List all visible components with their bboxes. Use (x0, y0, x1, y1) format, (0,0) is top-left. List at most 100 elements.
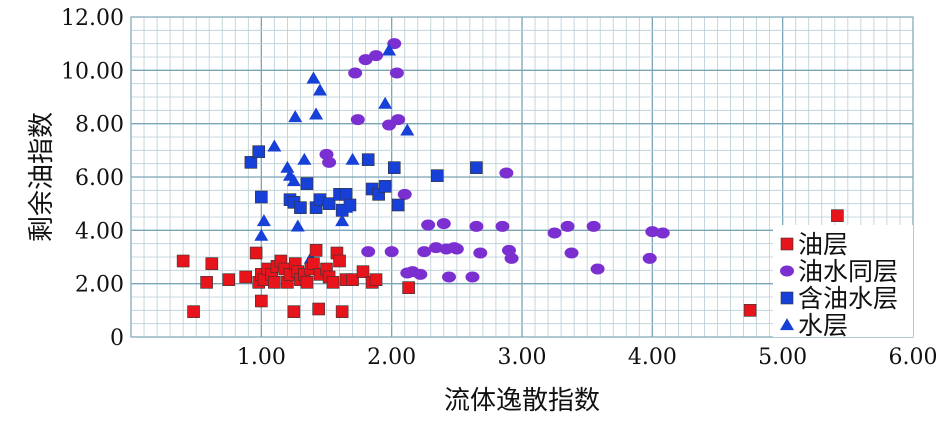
data-point (382, 43, 397, 56)
data-point (645, 226, 660, 238)
data-point (449, 243, 464, 255)
y-tick-label: 8.00 (75, 113, 124, 138)
legend-label: 水层 (798, 311, 848, 340)
data-point (369, 273, 383, 286)
data-point (400, 123, 415, 136)
data-point (442, 271, 457, 283)
data-point (469, 220, 484, 232)
data-point (312, 302, 325, 316)
data-point (417, 246, 432, 258)
data-point (176, 254, 190, 268)
x-tick-label: 4.00 (628, 345, 677, 370)
data-point (413, 268, 428, 280)
data-point (470, 161, 483, 174)
y-axis-title: 剩余油指数 (27, 112, 57, 242)
data-point (322, 197, 336, 210)
data-point (430, 169, 444, 182)
data-point (428, 242, 443, 254)
legend-label: 含油水层 (798, 284, 898, 313)
grid-lines (131, 17, 913, 337)
data-point (290, 219, 305, 232)
data-point (268, 276, 281, 289)
data-point (387, 38, 402, 50)
data-point (307, 257, 320, 270)
data-points (176, 38, 844, 318)
legend-marker (780, 237, 794, 251)
data-point (339, 188, 353, 201)
data-point (346, 273, 359, 286)
data-point (312, 83, 327, 96)
data-point (831, 209, 844, 222)
data-point (333, 254, 346, 268)
y-tick-label: 6.00 (75, 166, 124, 191)
data-point (249, 246, 263, 260)
y-tick-label: 0 (110, 326, 124, 351)
data-point (499, 167, 514, 179)
data-point (391, 198, 405, 212)
x-tick-label: 3.00 (498, 345, 547, 370)
data-point (495, 220, 510, 232)
data-point (187, 305, 200, 318)
tick-labels: 1.00 2.00 3.00 4.00 5.00 6.00 0 2.00 4.00 6.00 8.0… (61, 6, 937, 370)
data-point (369, 50, 384, 62)
legend-marker (780, 318, 794, 331)
data-point (350, 114, 365, 126)
plot-border (130, 16, 914, 338)
x-tick-label: 6.00 (889, 345, 938, 370)
data-point (309, 107, 324, 120)
data-point (361, 153, 375, 166)
series-3 (254, 43, 415, 264)
data-point (436, 218, 451, 230)
legend-background (773, 225, 913, 337)
legend-label: 油层 (798, 230, 848, 259)
data-point (358, 54, 373, 66)
data-point (397, 188, 412, 200)
data-point (387, 161, 401, 174)
data-point (256, 214, 271, 227)
data-point (294, 201, 307, 214)
data-point (300, 276, 314, 289)
legend-marker (780, 291, 794, 305)
data-point (642, 252, 657, 264)
data-point (384, 246, 399, 258)
data-point (345, 152, 360, 165)
data-point (378, 180, 392, 193)
data-point (391, 114, 406, 126)
legend-label: 油水同层 (798, 257, 898, 286)
data-point (348, 67, 363, 79)
data-point (465, 271, 480, 283)
x-tick-label: 2.00 (367, 345, 416, 370)
legend-marker (780, 265, 794, 277)
x-axis-title: 流体逸散指数 (444, 386, 600, 416)
data-point (254, 228, 269, 241)
data-point (239, 270, 252, 284)
data-point (547, 227, 562, 239)
data-point (473, 247, 488, 259)
data-point (402, 281, 415, 294)
data-point (560, 220, 575, 232)
data-point (255, 294, 268, 308)
data-point (287, 305, 301, 318)
data-point (339, 200, 354, 213)
series-1 (319, 38, 670, 283)
data-point (378, 96, 393, 109)
data-point (504, 252, 519, 264)
data-point (255, 190, 268, 204)
data-point (356, 265, 370, 278)
data-point (300, 177, 314, 190)
data-point (389, 67, 404, 79)
data-point (309, 244, 323, 257)
data-point (267, 139, 282, 152)
data-point (326, 276, 340, 289)
data-point (222, 273, 236, 286)
y-tick-label: 12.00 (61, 6, 124, 31)
y-tick-label: 4.00 (75, 219, 124, 244)
x-tick-label: 1.00 (237, 345, 286, 370)
data-point (590, 263, 605, 275)
y-tick-label: 10.00 (61, 59, 124, 84)
data-point (244, 156, 258, 169)
data-point (306, 71, 321, 84)
data-point (288, 110, 303, 123)
